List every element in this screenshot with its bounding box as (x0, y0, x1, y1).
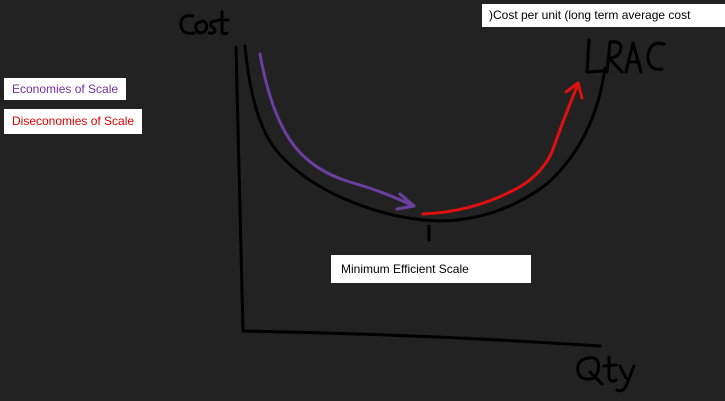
lrac-curve (243, 44, 607, 223)
economies-of-scale-arrow (258, 52, 416, 211)
cost-per-unit-label: )Cost per unit (long term average cost (482, 4, 725, 27)
x-axis-handwritten-label (576, 355, 636, 393)
diseconomies-of-scale-label: Diseconomies of Scale (4, 109, 143, 134)
y-axis-handwritten-label (179, 10, 230, 36)
y-axis-line (234, 45, 245, 333)
x-axis-line (241, 329, 602, 348)
lrac-handwritten-label (585, 38, 666, 74)
diseconomies-of-scale-arrow (421, 81, 584, 216)
minimum-efficient-scale-label: Minimum Efficient Scale (331, 255, 531, 283)
economies-of-scale-label: Economies of Scale (4, 78, 127, 100)
